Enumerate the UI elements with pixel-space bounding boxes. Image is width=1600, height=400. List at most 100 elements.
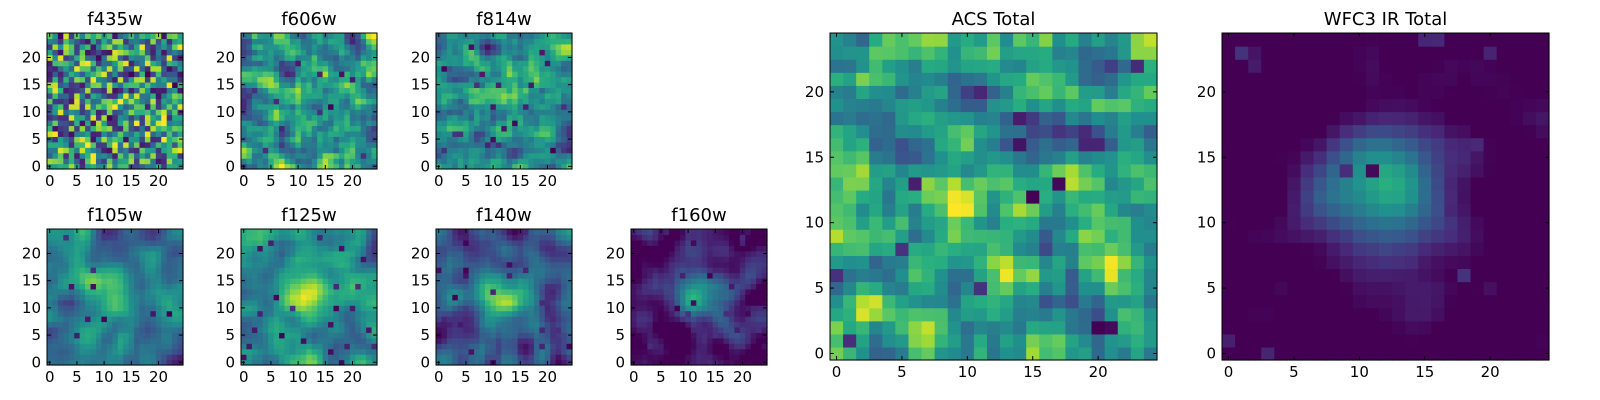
heatmap-cell — [251, 114, 258, 121]
heatmap-cell — [701, 299, 708, 306]
heatmap-cell — [484, 54, 491, 61]
heatmap-cell — [452, 136, 459, 143]
heatmap-cell — [295, 250, 302, 257]
heatmap-cell — [338, 310, 345, 317]
heatmap-cell — [134, 130, 141, 137]
heatmap-cell — [90, 354, 97, 361]
heatmap-cell — [144, 283, 151, 290]
heatmap-cell — [57, 125, 64, 132]
heatmap-cell — [262, 130, 269, 137]
heatmap-cell — [134, 163, 141, 170]
heatmap-cell — [441, 71, 448, 78]
heatmap-cell — [495, 256, 502, 263]
heatmap-cell — [257, 147, 264, 154]
heatmap-cell — [161, 98, 168, 105]
heatmap-cell — [696, 359, 703, 366]
heatmap-cell — [734, 277, 741, 284]
heatmap-cell — [90, 87, 97, 94]
heatmap-cell — [355, 130, 362, 137]
heatmap-cell — [47, 321, 54, 328]
heatmap-cell — [712, 234, 719, 241]
heatmap-cell — [360, 125, 367, 132]
heatmap-cell — [338, 130, 345, 137]
heatmap-cell — [246, 43, 253, 50]
heatmap-cell — [144, 239, 151, 246]
heatmap-cell — [155, 234, 162, 241]
heatmap-cell — [1039, 333, 1053, 348]
heatmap-cell — [344, 98, 351, 105]
heatmap-cell — [1104, 294, 1119, 309]
heatmap-cell — [68, 261, 75, 268]
heatmap-cell — [57, 283, 64, 290]
heatmap-cell — [177, 310, 184, 317]
heatmap-cell — [74, 103, 81, 110]
heatmap-cell — [52, 141, 59, 148]
heatmap-cell — [150, 60, 157, 67]
heatmap-cell — [241, 316, 248, 323]
heatmap-cell — [90, 158, 97, 165]
heatmap-cell — [85, 348, 92, 355]
heatmap-cell — [506, 354, 513, 361]
heatmap-cell — [344, 299, 351, 306]
heatmap-cell — [712, 316, 719, 323]
heatmap-cell — [921, 203, 936, 217]
heatmap-cell — [52, 316, 59, 323]
heatmap-cell — [63, 288, 70, 295]
heatmap-cell — [295, 299, 302, 306]
heatmap-cell — [745, 326, 752, 333]
heatmap-cell — [251, 158, 258, 165]
heatmap-cell — [533, 256, 540, 263]
heatmap-cell — [268, 354, 275, 361]
heatmap-cell — [338, 54, 345, 61]
heatmap-cell — [85, 256, 92, 263]
heatmap-cell — [366, 294, 373, 301]
heatmap-cell — [63, 256, 70, 263]
heatmap-cell — [106, 267, 113, 274]
heatmap-cell — [322, 87, 329, 94]
heatmap-cell — [366, 310, 373, 317]
heatmap-cell — [468, 71, 475, 78]
heatmap-cell — [528, 288, 535, 295]
heatmap-cell — [144, 136, 151, 143]
heatmap-cell — [533, 141, 540, 148]
heatmap-cell — [1065, 242, 1080, 256]
heatmap-cell — [144, 163, 151, 170]
heatmap-cell — [328, 288, 335, 295]
heatmap-cell — [311, 60, 318, 67]
heatmap-cell — [739, 310, 746, 317]
heatmap-cell — [85, 49, 92, 56]
heatmap-cell — [745, 337, 752, 344]
heatmap-cell — [101, 261, 108, 268]
heatmap-cell — [279, 87, 286, 94]
heatmap-cell — [986, 255, 1001, 270]
heatmap-cell — [750, 359, 757, 366]
heatmap-cell — [317, 337, 324, 344]
heatmap-cell — [452, 163, 459, 170]
heatmap-cell — [317, 272, 324, 279]
heatmap-cell — [344, 87, 351, 94]
heatmap-cell — [57, 38, 64, 45]
heatmap-cell — [150, 239, 157, 246]
heatmap-cell — [333, 141, 340, 148]
heatmap-cell — [947, 255, 962, 270]
heatmap-cell — [750, 288, 757, 295]
heatmap-cell — [241, 43, 248, 50]
heatmap-cell — [446, 147, 453, 154]
heatmap-cell — [344, 354, 351, 361]
heatmap-cell — [52, 43, 59, 50]
heatmap-cell — [739, 316, 746, 323]
heatmap-cell — [366, 163, 373, 170]
x-tick-label: 5 — [461, 368, 471, 386]
heatmap-cell — [1026, 176, 1040, 191]
heatmap-cell — [723, 348, 730, 355]
heatmap-cell — [177, 261, 184, 268]
heatmap-cell — [663, 310, 670, 317]
heatmap-cell — [756, 321, 763, 328]
heatmap-cell — [273, 33, 280, 40]
heatmap-cell — [463, 310, 470, 317]
heatmap-cell — [474, 250, 481, 257]
heatmap-cell — [306, 98, 313, 105]
heatmap-cell — [112, 239, 119, 246]
heatmap-cell — [177, 76, 184, 83]
heatmap-cell — [484, 38, 491, 45]
